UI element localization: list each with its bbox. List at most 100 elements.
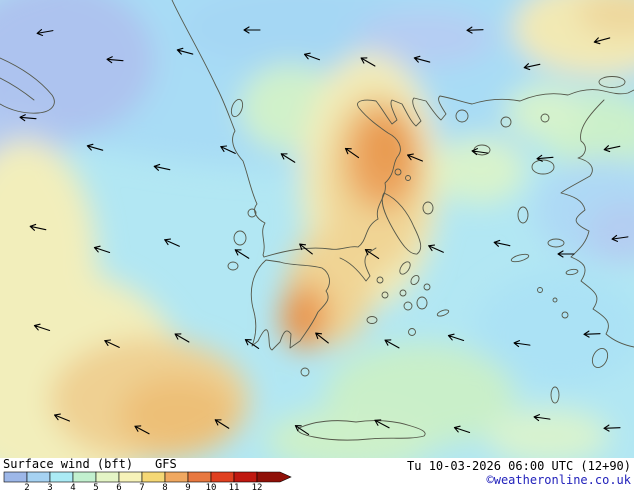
wind-arrow [344, 147, 360, 159]
legend-title-row: Surface wind (bft) GFS [3, 458, 303, 471]
island-sporades-1 [394, 168, 402, 176]
island-sporades-2 [405, 175, 411, 181]
wind-arrow [603, 145, 621, 153]
wind-arrow [164, 238, 180, 247]
wind-arrow [294, 424, 310, 436]
scale-label: 3 [47, 483, 52, 490]
island-lefkada [247, 208, 257, 218]
wind-arrow [611, 234, 629, 242]
wind-arrow [54, 413, 70, 422]
legend-right: Tu 10-03-2026 06:00 UTC (12+90) ©weather… [407, 459, 631, 488]
scale-label: 5 [93, 483, 98, 490]
wind-arrow [513, 340, 531, 348]
model-label: GFS [155, 457, 177, 471]
wind-arrow [364, 248, 380, 260]
wind-arrow [471, 148, 489, 156]
wind-arrow [413, 55, 431, 63]
scale-cell [187, 471, 212, 483]
island-corfu [230, 98, 244, 118]
wind-arrow [557, 250, 575, 258]
wind-speed-field [0, 0, 634, 458]
island-mykonos [423, 283, 431, 291]
island-dodecanese-1 [537, 287, 543, 293]
coast-attica [339, 247, 377, 282]
coast-peloponnese [250, 259, 330, 351]
scale-cell [49, 471, 74, 483]
coast-italy-heel [0, 57, 55, 114]
scale-cell [164, 471, 189, 483]
scale-label: 2 [24, 483, 29, 490]
coastlines [0, 0, 634, 441]
island-lesbos [531, 159, 555, 175]
scale-label: 11 [229, 483, 240, 490]
island-kos [565, 268, 579, 276]
wind-scale: 2 3 4 5 6 7 8 9 10 11 12 [3, 471, 292, 490]
scale-label: 6 [116, 483, 121, 490]
legend-title: Surface wind (bft) [3, 457, 134, 471]
wind-arrow [280, 153, 296, 163]
wind-arrow [466, 26, 484, 34]
scale-label: 7 [139, 483, 144, 490]
island-santorini [408, 328, 416, 336]
wind-arrow [583, 330, 601, 338]
wind-arrow [214, 419, 230, 429]
legend-bar: Surface wind (bft) GFS 2 3 4 5 6 7 8 9 10 11 12 Tu … [0, 458, 634, 490]
wind-arrow [244, 338, 260, 350]
wind-arrow [174, 333, 190, 343]
legend-left: Surface wind (bft) GFS 2 3 4 5 6 7 8 9 10 11 12 [3, 458, 303, 490]
sea-marmara [598, 76, 626, 88]
island-crete [297, 420, 426, 441]
scale-label: 8 [162, 483, 167, 490]
coast-west-balkan [171, 0, 266, 258]
island-samothrace [500, 116, 512, 128]
island-kea [376, 276, 384, 284]
island-dodecanese-2 [552, 297, 558, 303]
island-kythnos [381, 291, 389, 299]
scale-label: 9 [185, 483, 190, 490]
copyright-link[interactable]: ©weatheronline.co.uk [486, 473, 632, 487]
wind-arrow [384, 339, 400, 349]
island-rhodes [591, 348, 609, 368]
wind-arrow [86, 143, 104, 151]
island-milos [366, 316, 378, 324]
wind-arrow [493, 239, 511, 247]
wind-arrow [134, 425, 150, 435]
wind-arrow [374, 419, 390, 429]
island-amorgos [436, 309, 450, 317]
scale-cell [26, 471, 51, 483]
wind-arrow [447, 333, 465, 342]
map-area [0, 0, 634, 458]
scale-label: 10 [206, 483, 217, 490]
wind-arrow [536, 154, 554, 162]
wind-arrow [533, 414, 551, 422]
island-tinos [410, 274, 420, 286]
island-naxos [416, 296, 428, 310]
wind-arrow [106, 56, 124, 64]
timestamp: Tu 10-03-2026 06:00 UTC (12+90) [407, 459, 631, 473]
island-imbros [540, 113, 550, 123]
scale-cell [3, 471, 28, 483]
wind-arrow [523, 63, 541, 71]
wind-arrow [176, 47, 194, 55]
map-svg [0, 0, 634, 458]
island-paros [403, 301, 413, 311]
island-kythira [300, 367, 310, 377]
wind-arrow [593, 37, 611, 45]
island-andros [399, 261, 411, 275]
wind-arrow [428, 244, 444, 253]
wind-arrow [603, 424, 621, 432]
wind-arrow [360, 57, 376, 67]
island-zakynthos [227, 261, 239, 271]
scale-cell [256, 471, 292, 483]
wind-arrow [299, 243, 313, 255]
island-chios [517, 206, 529, 224]
scale-cell [72, 471, 97, 483]
island-ikaria [510, 253, 530, 263]
coast-italy-inner [0, 77, 35, 101]
wind-arrow [33, 323, 51, 332]
wind-arrow [234, 249, 250, 259]
wind-arrow [407, 153, 423, 162]
island-dodecanese-3 [561, 311, 569, 319]
scale-cell [210, 471, 235, 483]
